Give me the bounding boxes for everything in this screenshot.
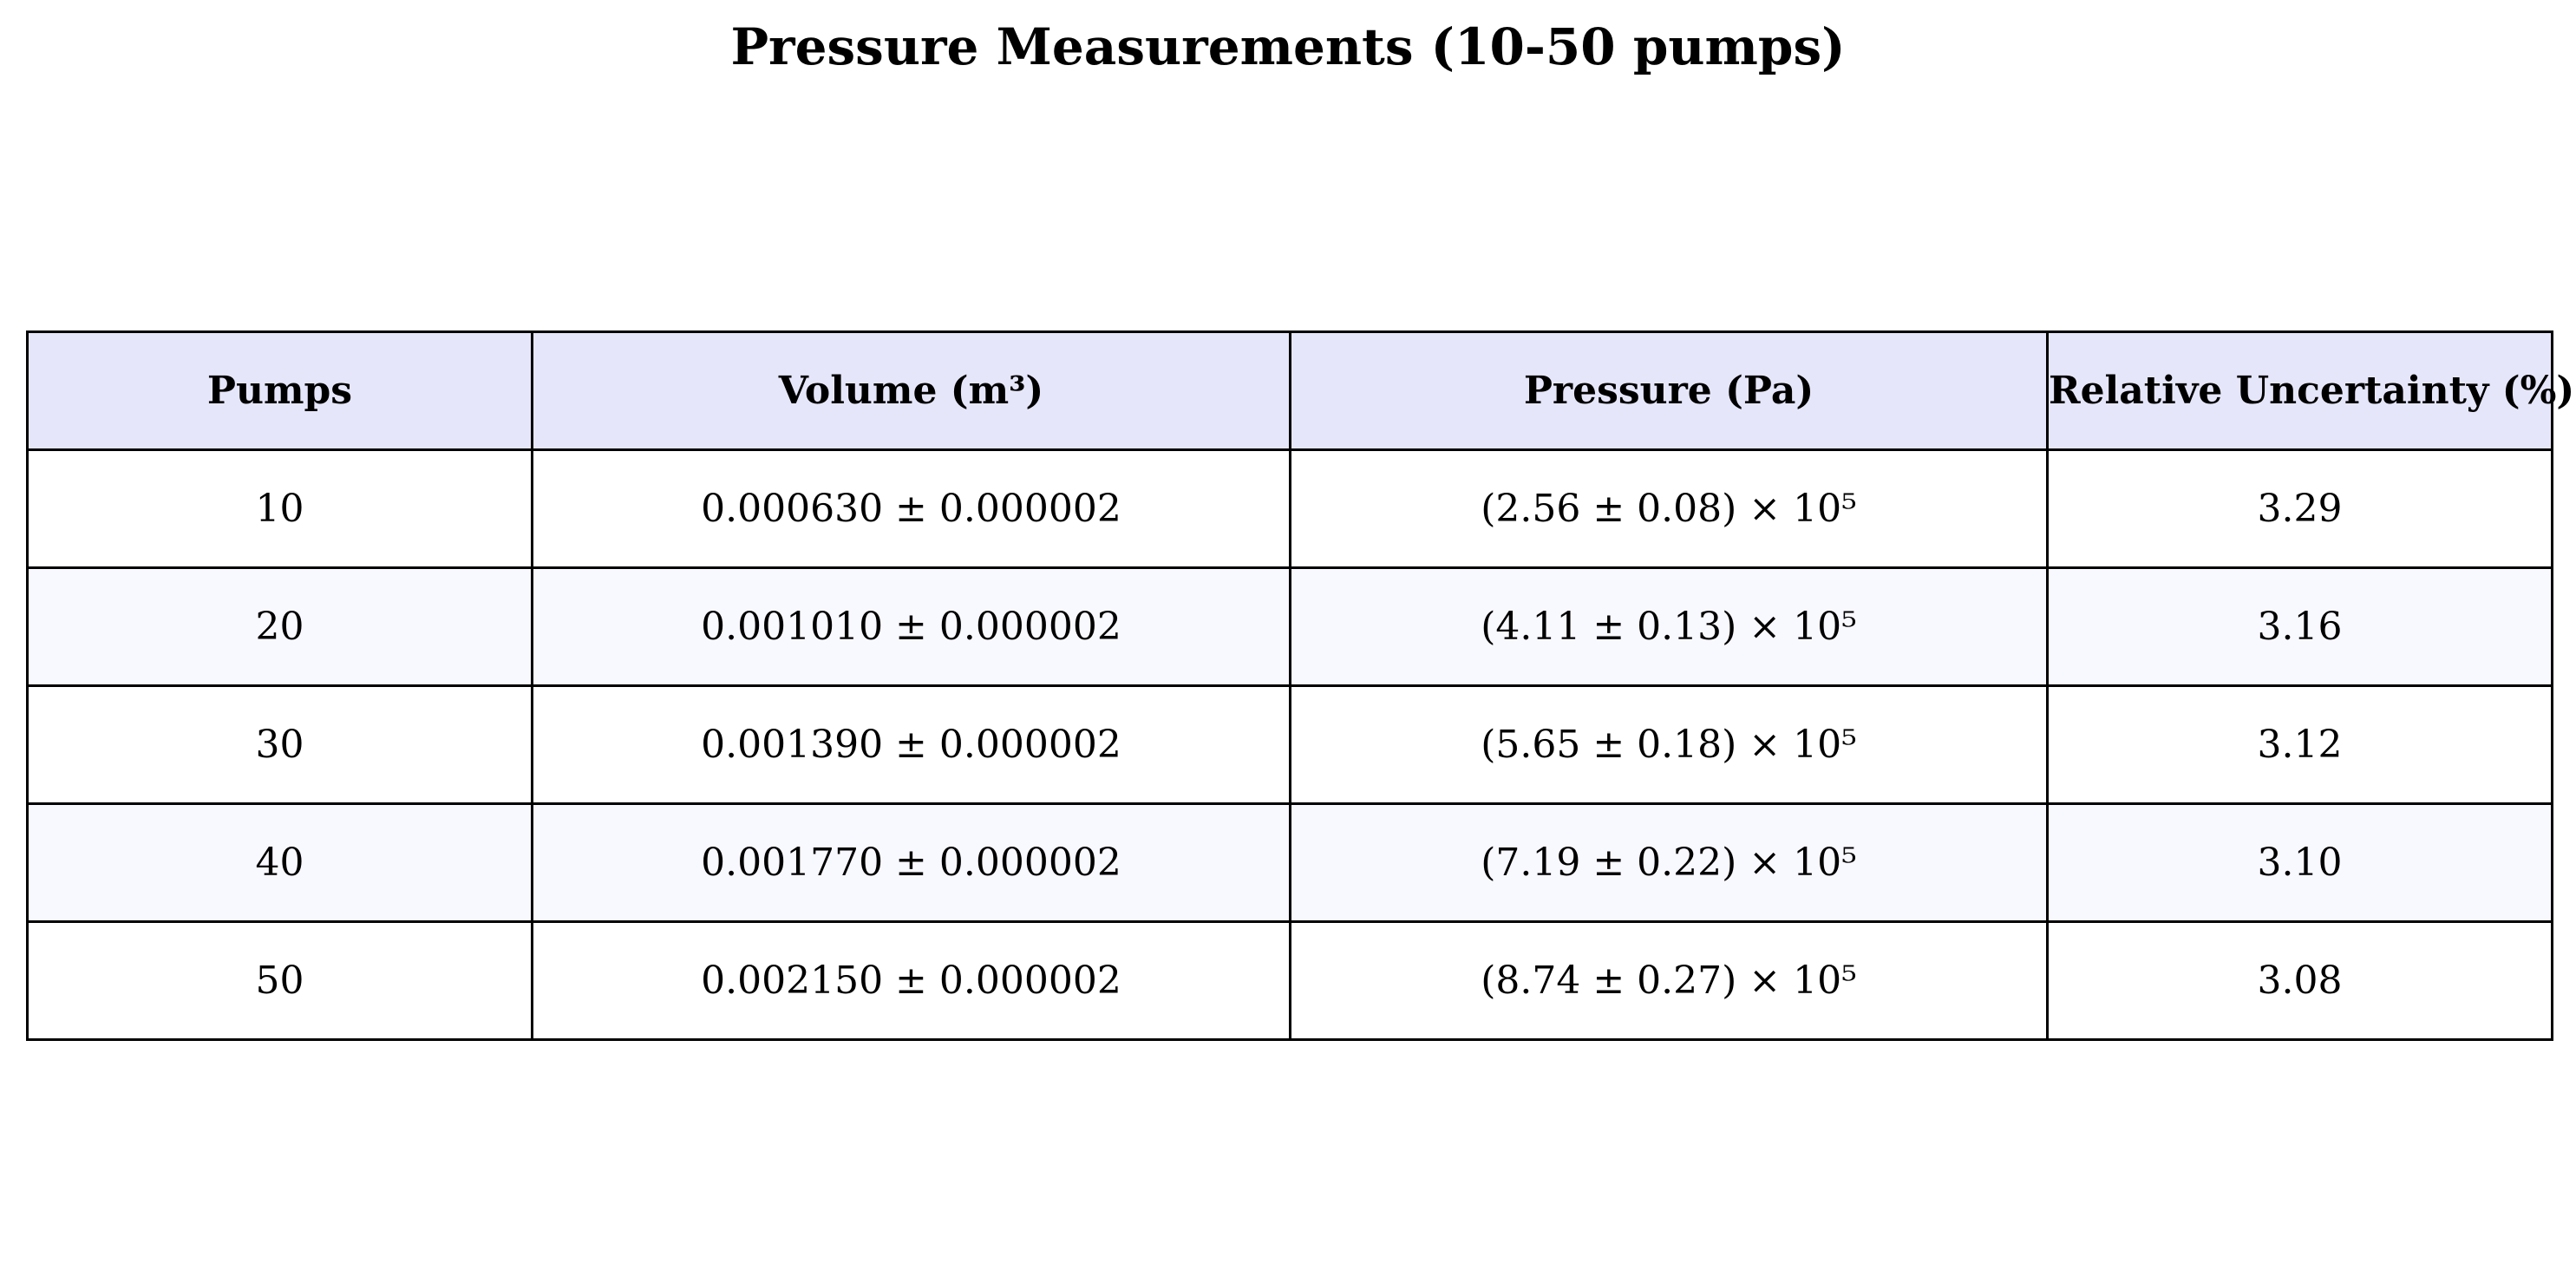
cell-pressure: (2.56 ± 0.08) × 10⁵ <box>1289 448 2049 569</box>
cell-relative-uncertainty: 3.08 <box>2046 920 2553 1041</box>
cell-relative-uncertainty: 3.10 <box>2046 802 2553 923</box>
table-row: 40 0.001770 ± 0.000002 (7.19 ± 0.22) × 1… <box>26 802 2553 923</box>
cell-pressure: (7.19 ± 0.22) × 10⁵ <box>1289 802 2049 923</box>
cell-volume: 0.002150 ± 0.000002 <box>531 920 1291 1041</box>
pressure-table: Pumps Volume (m³) Pressure (Pa) Relative… <box>26 330 2574 1041</box>
cell-pressure: (8.74 ± 0.27) × 10⁵ <box>1289 920 2049 1041</box>
header-row: Pumps Volume (m³) Pressure (Pa) Relative… <box>26 330 2574 451</box>
cell-volume: 0.001770 ± 0.000002 <box>531 802 1291 923</box>
header-pressure: Pressure (Pa) <box>1289 330 2049 451</box>
header-relative-uncertainty: Relative Uncertainty (%) <box>2046 330 2574 451</box>
table-row: 50 0.002150 ± 0.000002 (8.74 ± 0.27) × 1… <box>26 920 2553 1041</box>
table-title: Pressure Measurements (10-50 pumps) <box>730 17 1846 76</box>
cell-pumps: 20 <box>26 566 533 687</box>
header-pumps: Pumps <box>26 330 533 451</box>
cell-relative-uncertainty: 3.29 <box>2046 448 2553 569</box>
cell-pumps: 10 <box>26 448 533 569</box>
cell-volume: 0.001390 ± 0.000002 <box>531 684 1291 805</box>
table-row: 30 0.001390 ± 0.000002 (5.65 ± 0.18) × 1… <box>26 684 2553 805</box>
cell-volume: 0.000630 ± 0.000002 <box>531 448 1291 569</box>
cell-pumps: 50 <box>26 920 533 1041</box>
cell-relative-uncertainty: 3.16 <box>2046 566 2553 687</box>
cell-pumps: 30 <box>26 684 533 805</box>
cell-pumps: 40 <box>26 802 533 923</box>
cell-pressure: (5.65 ± 0.18) × 10⁵ <box>1289 684 2049 805</box>
cell-relative-uncertainty: 3.12 <box>2046 684 2553 805</box>
cell-pressure: (4.11 ± 0.13) × 10⁵ <box>1289 566 2049 687</box>
cell-volume: 0.001010 ± 0.000002 <box>531 566 1291 687</box>
header-volume: Volume (m³) <box>531 330 1291 451</box>
table-row: 10 0.000630 ± 0.000002 (2.56 ± 0.08) × 1… <box>26 448 2553 569</box>
table-row: 20 0.001010 ± 0.000002 (4.11 ± 0.13) × 1… <box>26 566 2553 687</box>
